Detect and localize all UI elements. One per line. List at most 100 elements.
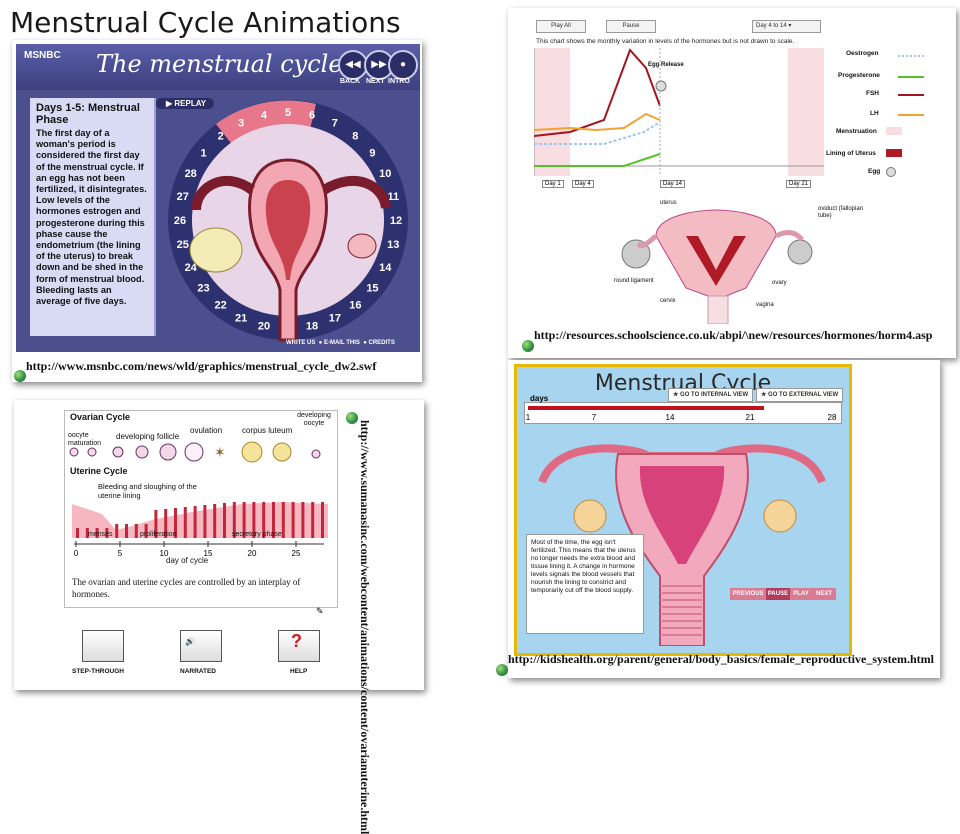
legend-lh-swatch <box>898 114 924 116</box>
day-14-label: Day 14 <box>660 180 686 188</box>
play-all-button[interactable]: Play All <box>536 20 586 33</box>
menstruation-band-1 <box>534 48 570 176</box>
uterine-gland <box>281 502 285 538</box>
pause-button-kh[interactable]: PAUSE <box>766 588 790 600</box>
kidshealth-uterus <box>538 444 826 646</box>
help-button[interactable]: ? <box>278 630 320 662</box>
uterine-gland <box>134 524 138 538</box>
left-tube <box>191 175 256 211</box>
egg-marker <box>655 80 667 92</box>
dial-number-12: 12 <box>390 215 402 227</box>
schoolscience-url[interactable]: http://resources.schoolscience.co.uk/abp… <box>534 328 933 342</box>
corpus-luteum-1 <box>241 441 263 463</box>
chart-note: This chart shows the monthly variation i… <box>536 38 795 45</box>
day-axis: 0 5 10 15 20 25 <box>74 541 324 558</box>
dial-number-5: 5 <box>285 107 291 119</box>
uterine-gland <box>203 505 207 538</box>
step-through-button[interactable] <box>82 630 124 662</box>
dial-number-28: 28 <box>185 168 197 180</box>
follicle-1 <box>69 447 79 457</box>
dial-number-4: 4 <box>261 110 268 122</box>
kh-left-ovary <box>573 499 607 533</box>
kh-right-ovary <box>763 499 797 533</box>
back-button[interactable]: ◀◀ <box>338 50 368 80</box>
sumanas-url[interactable]: http://www.sumanasinc.com/webcontent/ani… <box>358 420 372 834</box>
axis-tick-label-25: 25 <box>292 549 301 558</box>
msnbc-animation: MSNBC The menstrual cycle ◀◀ BACK ▶▶ NEX… <box>16 44 420 352</box>
intro-label: INTRO <box>388 78 410 85</box>
narrated-button[interactable]: 🔊 <box>180 630 222 662</box>
label-developing-follicle: developing follicle <box>116 432 180 441</box>
label-oocyte-maturation: oocyte maturation <box>68 432 102 447</box>
legend-oestrogen-swatch <box>898 55 924 57</box>
help-label: HELP <box>290 668 308 675</box>
axis-tick-label-20: 20 <box>248 549 257 558</box>
left-ovary <box>189 227 243 273</box>
day-tick-14: 14 <box>666 413 675 422</box>
uterine-cycle-title: Uterine Cycle <box>70 466 128 476</box>
external-view-button[interactable]: ★ GO TO EXTERNAL VIEW <box>756 388 844 402</box>
dial-number-2: 2 <box>218 131 224 143</box>
pause-button[interactable]: Pause <box>606 20 656 33</box>
right-tube <box>321 175 391 209</box>
progesterone-line <box>534 153 661 167</box>
globe-icon <box>14 370 26 382</box>
follicle-2 <box>87 447 97 457</box>
legend-progesterone: Progesterone <box>838 72 880 79</box>
previous-button[interactable]: PREVIOUS <box>730 588 766 600</box>
uterine-gland <box>85 528 89 538</box>
uterine-gland <box>301 502 305 538</box>
day-range-select[interactable]: Day 4 to 14 ▾ <box>752 20 821 33</box>
lh-line <box>534 112 661 132</box>
kidshealth-url[interactable]: http://kidshealth.org/parent/general/bod… <box>508 652 934 666</box>
cycle-caption: The ovarian and uterine cycles are contr… <box>72 577 301 599</box>
phase-title: Days 1-5: Menstrual Phase <box>36 102 140 126</box>
dial-number-9: 9 <box>369 148 375 160</box>
email-this-link[interactable]: E-MAIL THIS <box>323 340 360 346</box>
cycle-dial: 1234567891011121314151617181920212223242… <box>168 100 408 342</box>
dial-number-10: 10 <box>379 168 391 180</box>
label-round-ligament: round ligament <box>614 278 654 284</box>
back-label: BACK <box>340 78 361 85</box>
legend-fsh: FSH <box>866 90 879 97</box>
follicle-3 <box>112 446 124 458</box>
dial-number-3: 3 <box>238 118 244 130</box>
phase-menses: menses <box>88 531 113 538</box>
anatomy-uterus <box>655 209 777 297</box>
uterine-gland <box>154 510 158 538</box>
uterine-gland <box>262 502 266 538</box>
uterine-gland <box>144 524 148 538</box>
legend-lining: Lining of Uterus <box>826 150 876 157</box>
label-ovary: ovary <box>772 280 787 286</box>
legend-egg: Egg <box>868 168 881 175</box>
dial-number-27: 27 <box>177 191 189 203</box>
ovulating-follicle <box>184 442 204 462</box>
axis-tick-label-0: 0 <box>74 549 79 558</box>
anatomy-vagina <box>707 295 729 324</box>
follicle-5 <box>159 443 177 461</box>
legend-egg-swatch <box>886 167 896 177</box>
globe-icon <box>496 664 508 676</box>
timeline-progress <box>528 406 764 410</box>
internal-view-button[interactable]: ★ GO TO INTERNAL VIEW <box>668 388 754 402</box>
dial-number-17: 17 <box>329 312 341 324</box>
next-button-kh[interactable]: NEXT <box>812 588 836 600</box>
uterine-gland <box>193 506 197 538</box>
uterine-gland <box>174 508 177 538</box>
kidshealth-text: Most of the time, the egg isn't fertiliz… <box>526 534 644 634</box>
uterine-gland <box>95 528 99 538</box>
intro-button[interactable]: ● <box>388 50 418 80</box>
msnbc-url[interactable]: http://www.msnbc.com/news/wld/graphics/m… <box>26 359 377 373</box>
dial-number-15: 15 <box>366 282 378 294</box>
slide-title: Menstrual Cycle Animations <box>10 6 401 39</box>
credits-link[interactable]: CREDITS <box>368 340 395 346</box>
dial-number-8: 8 <box>352 131 358 143</box>
write-us-link[interactable]: WRITE US <box>286 340 316 346</box>
label-uterus: uterus <box>660 200 677 206</box>
replay-button[interactable]: ▶ REPLAY <box>156 98 215 109</box>
uterine-gland <box>183 507 187 538</box>
dial-number-18: 18 <box>306 320 318 332</box>
uterine-gland <box>213 504 217 538</box>
dial-number-6: 6 <box>309 110 315 122</box>
play-button-kh[interactable]: PLAY <box>790 588 812 600</box>
